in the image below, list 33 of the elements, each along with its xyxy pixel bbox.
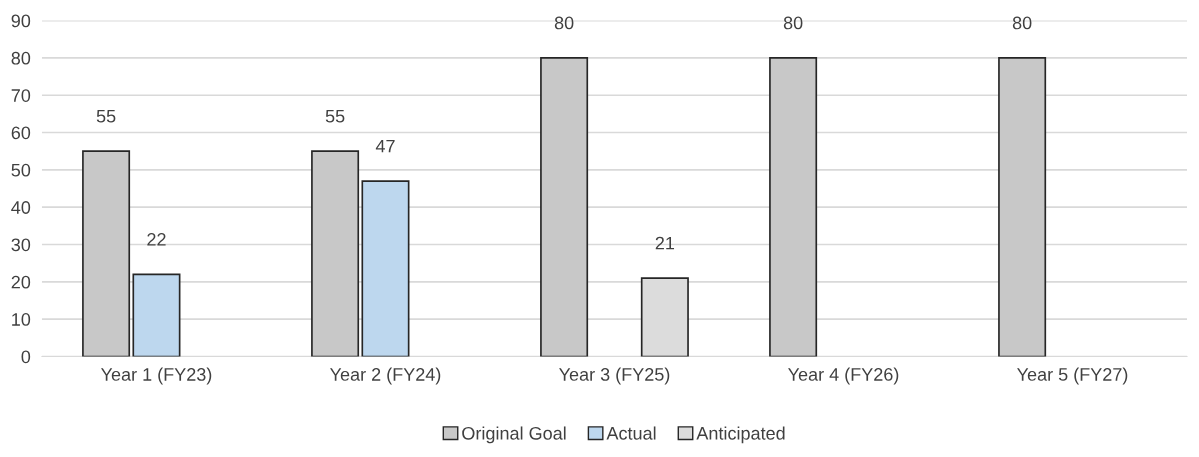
- y-tick-label: 80: [11, 51, 31, 65]
- data-label: 80: [783, 16, 803, 30]
- bar: [769, 57, 818, 357]
- bar: [540, 57, 589, 357]
- x-tick-label: Year 5 (FY27): [1017, 367, 1128, 385]
- legend-label: Original Goal: [462, 426, 566, 444]
- legend-label: Anticipated: [696, 426, 785, 444]
- bar: [82, 150, 131, 357]
- y-tick-label: 50: [11, 163, 31, 177]
- y-tick-label: 90: [11, 14, 31, 28]
- y-tick-label: 70: [11, 89, 31, 102]
- bar: [311, 150, 360, 357]
- legend-label: Actual: [606, 426, 656, 440]
- y-tick-label: 40: [11, 201, 31, 214]
- y-tick-label: 30: [11, 238, 31, 252]
- x-tick-label: Year 1 (FY23): [101, 367, 212, 385]
- data-label: 80: [1012, 16, 1032, 30]
- data-label: 22: [147, 233, 166, 246]
- x-tick-label: Year 3 (FY25): [559, 367, 670, 385]
- data-label: 21: [655, 236, 675, 250]
- y-tick-label: 0: [21, 350, 31, 364]
- data-label: 47: [375, 139, 395, 153]
- data-label: 55: [96, 110, 116, 123]
- bar: [132, 273, 181, 357]
- bar: [998, 57, 1047, 357]
- x-tick-label: Year 2 (FY24): [330, 367, 441, 385]
- x-tick-label: Year 4 (FY26): [788, 367, 899, 385]
- y-tick-label: 20: [11, 275, 31, 289]
- bar: [361, 180, 410, 357]
- y-tick-label: 10: [12, 313, 31, 326]
- y-tick-label: 60: [11, 126, 31, 140]
- data-label: 80: [554, 16, 574, 30]
- data-label: 55: [325, 110, 345, 123]
